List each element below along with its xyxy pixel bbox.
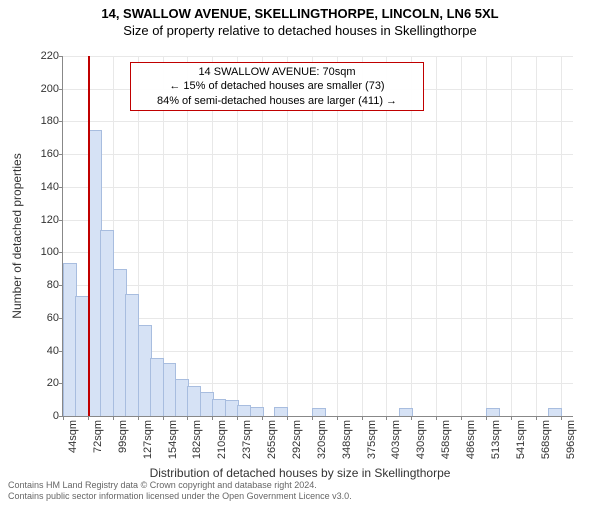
xtick-mark [138, 416, 139, 420]
xtick-mark [436, 416, 437, 420]
histogram-chart: 02040608010012014016018020022044sqm72sqm… [62, 56, 572, 416]
xtick-label: 348sqm [341, 420, 353, 459]
ytick-label: 20 [19, 377, 59, 389]
gridline-h [63, 318, 573, 319]
ytick-mark [59, 56, 63, 57]
xtick-mark [386, 416, 387, 420]
page-title-main: 14, SWALLOW AVENUE, SKELLINGTHORPE, LINC… [0, 6, 600, 21]
ytick-label: 200 [19, 83, 59, 95]
xtick-mark [287, 416, 288, 420]
gridline-h [63, 56, 573, 57]
gridline-h [63, 252, 573, 253]
ytick-mark [59, 154, 63, 155]
xtick-mark [461, 416, 462, 420]
xtick-label: 541sqm [515, 420, 527, 459]
histogram-bar [486, 408, 500, 416]
marker-line [88, 56, 90, 416]
ytick-label: 40 [19, 345, 59, 357]
gridline-v [461, 56, 462, 416]
gridline-v [536, 56, 537, 416]
credits-line-1: Contains HM Land Registry data © Crown c… [8, 480, 352, 491]
xtick-mark [187, 416, 188, 420]
xtick-mark [561, 416, 562, 420]
ytick-mark [59, 187, 63, 188]
xtick-mark [511, 416, 512, 420]
gridline-v [561, 56, 562, 416]
annotation-line: 14 SWALLOW AVENUE: 70sqm [137, 65, 417, 79]
xtick-mark [88, 416, 89, 420]
xtick-label: 99sqm [117, 420, 129, 453]
ytick-label: 0 [19, 410, 59, 422]
xtick-label: 182sqm [191, 420, 203, 459]
ytick-label: 120 [19, 214, 59, 226]
xtick-label: 44sqm [67, 420, 79, 453]
ytick-mark [59, 89, 63, 90]
gridline-v [486, 56, 487, 416]
y-axis-label: Number of detached properties [10, 153, 24, 318]
credits-text: Contains HM Land Registry data © Crown c… [8, 480, 352, 502]
credits-line-2: Contains public sector information licen… [8, 491, 352, 502]
xtick-mark [312, 416, 313, 420]
ytick-mark [59, 252, 63, 253]
xtick-mark [212, 416, 213, 420]
gridline-v [511, 56, 512, 416]
x-axis-label: Distribution of detached houses by size … [0, 466, 600, 480]
ytick-label: 180 [19, 115, 59, 127]
histogram-bar [548, 408, 562, 416]
histogram-bar [274, 407, 288, 416]
xtick-label: 210sqm [216, 420, 228, 459]
ytick-label: 80 [19, 279, 59, 291]
xtick-mark [337, 416, 338, 420]
xtick-mark [163, 416, 164, 420]
gridline-v [436, 56, 437, 416]
histogram-bar [399, 408, 413, 416]
annotation-line: 84% of semi-detached houses are larger (… [137, 94, 417, 108]
xtick-label: 568sqm [540, 420, 552, 459]
xtick-mark [113, 416, 114, 420]
ytick-mark [59, 220, 63, 221]
ytick-mark [59, 121, 63, 122]
xtick-mark [262, 416, 263, 420]
xtick-label: 458sqm [440, 420, 452, 459]
page-title-sub: Size of property relative to detached ho… [0, 23, 600, 38]
xtick-mark [536, 416, 537, 420]
annotation-line: ← 15% of detached houses are smaller (73… [137, 79, 417, 93]
ytick-label: 220 [19, 50, 59, 62]
xtick-mark [63, 416, 64, 420]
gridline-h [63, 220, 573, 221]
xtick-mark [411, 416, 412, 420]
xtick-label: 320sqm [316, 420, 328, 459]
gridline-h [63, 285, 573, 286]
xtick-label: 154sqm [167, 420, 179, 459]
gridline-h [63, 121, 573, 122]
ytick-label: 140 [19, 181, 59, 193]
ytick-label: 100 [19, 246, 59, 258]
xtick-mark [486, 416, 487, 420]
xtick-label: 237sqm [241, 420, 253, 459]
xtick-label: 72sqm [92, 420, 104, 453]
plot-area: 02040608010012014016018020022044sqm72sqm… [62, 56, 573, 417]
xtick-label: 403sqm [390, 420, 402, 459]
ytick-label: 60 [19, 312, 59, 324]
xtick-label: 513sqm [490, 420, 502, 459]
xtick-label: 596sqm [565, 420, 577, 459]
gridline-h [63, 154, 573, 155]
ytick-label: 160 [19, 148, 59, 160]
xtick-label: 265sqm [266, 420, 278, 459]
histogram-bar [312, 408, 326, 416]
xtick-mark [362, 416, 363, 420]
xtick-label: 430sqm [415, 420, 427, 459]
xtick-label: 486sqm [465, 420, 477, 459]
gridline-h [63, 187, 573, 188]
xtick-label: 375sqm [366, 420, 378, 459]
histogram-bar [250, 407, 264, 416]
xtick-label: 292sqm [291, 420, 303, 459]
xtick-mark [237, 416, 238, 420]
annotation-box: 14 SWALLOW AVENUE: 70sqm← 15% of detache… [130, 62, 424, 111]
xtick-label: 127sqm [142, 420, 154, 459]
